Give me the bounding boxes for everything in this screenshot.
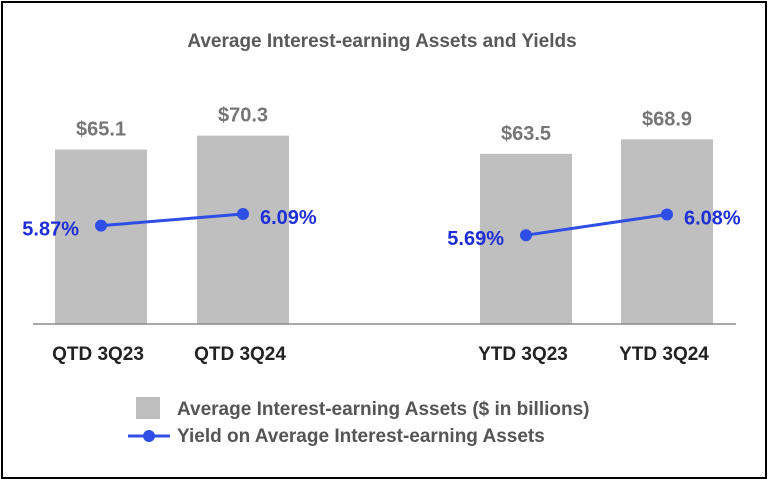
legend-label-assets: Average Interest-earning Assets ($ in bi… xyxy=(177,399,589,420)
yield-point-2 xyxy=(520,229,532,242)
bar-3 xyxy=(621,139,713,324)
legend: Average Interest-earning Assets ($ in bi… xyxy=(128,397,589,447)
category-label-2: YTD 3Q23 xyxy=(478,344,568,365)
category-labels: QTD 3Q23 QTD 3Q24 YTD 3Q23 YTD 3Q24 xyxy=(52,344,709,365)
bar-0 xyxy=(55,149,147,324)
legend-label-yield: Yield on Average Interest-earning Assets xyxy=(177,426,545,447)
bar-value-label-2: $63.5 xyxy=(501,123,551,145)
yield-value-label-1: 6.09% xyxy=(260,207,317,229)
yield-line-segment-0 xyxy=(100,212,244,228)
yield-line-segment-1 xyxy=(525,213,668,237)
chart-title: Average Interest-earning Assets and Yiel… xyxy=(187,31,576,52)
bar-value-label-3: $68.9 xyxy=(642,108,692,130)
bar-1 xyxy=(197,135,289,324)
yield-point-1 xyxy=(237,208,249,220)
yield-value-label-3: 6.08% xyxy=(684,208,741,230)
yield-series: 5.87% 6.09% 5.69% 6.08% xyxy=(22,207,741,250)
category-label-1: QTD 3Q24 xyxy=(194,344,286,365)
bar-value-label-1: $70.3 xyxy=(218,105,268,127)
category-label-3: YTD 3Q24 xyxy=(619,344,709,365)
bar-series: $65.1 $70.3 $63.5 $68.9 xyxy=(55,105,713,324)
bar-value-label-0: $65.1 xyxy=(76,119,126,141)
yield-value-label-2: 5.69% xyxy=(447,228,504,250)
legend-swatch-marker xyxy=(143,430,155,442)
legend-swatch-bar xyxy=(136,397,160,419)
yield-point-0 xyxy=(95,219,107,232)
category-label-0: QTD 3Q23 xyxy=(52,344,144,365)
yield-point-3 xyxy=(661,208,673,221)
yield-value-label-0: 5.87% xyxy=(22,219,79,241)
